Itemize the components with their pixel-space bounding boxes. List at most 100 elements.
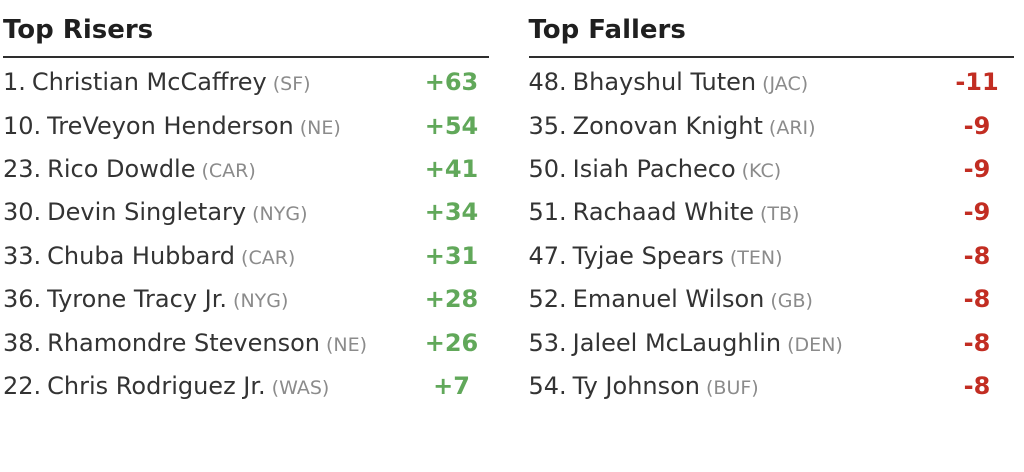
faller-row: 54. Ty Johnson (BUF) -8	[529, 364, 1015, 407]
player-team: (CAR)	[241, 246, 296, 269]
player-rank: 53.	[528, 328, 567, 357]
player-rank: 52.	[528, 285, 567, 314]
rank-change-value: +63	[424, 68, 479, 97]
rank-change-value: -11	[955, 68, 999, 97]
player-team: (BUF)	[706, 376, 759, 399]
riser-row: 22. Chris Rodriguez Jr. (WAS) +7	[3, 364, 489, 407]
player-cell: 30. Devin Singletary (NYG)	[3, 198, 415, 226]
player-team: (JAC)	[762, 73, 809, 96]
player-cell: 1. Christian McCaffrey (SF)	[3, 68, 415, 96]
player-rank: 22.	[3, 371, 42, 400]
player-team: (TB)	[760, 203, 800, 226]
player-team: (NE)	[326, 333, 368, 356]
player-rank: 10.	[3, 111, 42, 140]
player-name: Zonovan Knight	[572, 111, 763, 140]
faller-row: 48. Bhayshul Tuten (JAC) -11	[529, 61, 1015, 104]
player-cell: 48. Bhayshul Tuten (JAC)	[529, 68, 941, 96]
faller-row: 50. Isiah Pacheco (KC) -9	[529, 147, 1015, 190]
player-name: Chris Rodriguez Jr.	[47, 371, 266, 400]
rank-change-value: -8	[963, 371, 991, 400]
player-rank: 30.	[3, 198, 42, 227]
player-team: (SF)	[272, 73, 311, 96]
rank-change-value: +31	[424, 241, 479, 270]
rank-change-value: -9	[963, 198, 991, 227]
player-rank: 35.	[528, 111, 567, 140]
rank-change-value: -8	[963, 285, 991, 314]
rank-change-value: -9	[963, 154, 991, 183]
player-name: Jaleel McLaughlin	[572, 328, 782, 357]
player-rank: 36.	[3, 285, 42, 314]
riser-row: 30. Devin Singletary (NYG) +34	[3, 191, 489, 234]
player-team: (TEN)	[729, 246, 783, 269]
player-name: Bhayshul Tuten	[572, 68, 757, 97]
rank-change-value: +28	[424, 285, 479, 314]
rank-change-value: -8	[963, 328, 991, 357]
player-cell: 50. Isiah Pacheco (KC)	[529, 155, 941, 183]
player-name: Tyrone Tracy Jr.	[47, 285, 228, 314]
player-rank: 48.	[528, 68, 567, 97]
riser-row: 1. Christian McCaffrey (SF) +63	[3, 61, 489, 104]
player-cell: 33. Chuba Hubbard (CAR)	[3, 242, 415, 270]
player-cell: 51. Rachaad White (TB)	[529, 198, 941, 226]
player-name: Rhamondre Stevenson	[47, 328, 320, 357]
rank-change-value: -9	[963, 111, 991, 140]
player-cell: 22. Chris Rodriguez Jr. (WAS)	[3, 372, 415, 400]
player-team: (NE)	[299, 116, 341, 139]
rank-change-value: +26	[424, 328, 479, 357]
player-name: Ty Johnson	[572, 371, 701, 400]
player-rank: 51.	[528, 198, 567, 227]
player-name: TreVeyon Henderson	[47, 111, 294, 140]
player-name: Chuba Hubbard	[47, 241, 236, 270]
player-name: Emanuel Wilson	[572, 285, 765, 314]
player-name: Rico Dowdle	[47, 154, 196, 183]
top-fallers-list: 48. Bhayshul Tuten (JAC) -11 35. Zonovan Kn…	[529, 58, 1015, 408]
faller-row: 53. Jaleel McLaughlin (DEN) -8	[529, 321, 1015, 364]
player-cell: 47. Tyjae Spears (TEN)	[529, 242, 941, 270]
rank-movement-panel: Top Risers 1. Christian McCaffrey (SF) +63…	[3, 14, 1015, 408]
player-name: Christian McCaffrey	[31, 68, 267, 97]
player-name: Devin Singletary	[47, 198, 247, 227]
player-rank: 33.	[3, 241, 42, 270]
top-fallers-title: Top Fallers	[528, 14, 1014, 58]
faller-row: 35. Zonovan Knight (ARI) -9	[529, 104, 1015, 147]
faller-row: 52. Emanuel Wilson (GB) -8	[529, 277, 1015, 320]
rank-change-value: +41	[424, 154, 479, 183]
player-cell: 23. Rico Dowdle (CAR)	[3, 155, 415, 183]
riser-row: 33. Chuba Hubbard (CAR) +31	[3, 234, 489, 277]
player-cell: 36. Tyrone Tracy Jr. (NYG)	[3, 285, 415, 313]
rank-change-value: +34	[424, 198, 479, 227]
player-cell: 53. Jaleel McLaughlin (DEN)	[529, 329, 941, 357]
player-rank: 50.	[528, 154, 567, 183]
top-risers-list: 1. Christian McCaffrey (SF) +63 10. TreVeyo…	[3, 58, 489, 408]
player-team: (GB)	[770, 290, 813, 313]
riser-row: 10. TreVeyon Henderson (NE) +54	[3, 104, 489, 147]
player-name: Rachaad White	[572, 198, 754, 227]
player-rank: 38.	[3, 328, 42, 357]
player-cell: 54. Ty Johnson (BUF)	[529, 372, 941, 400]
player-cell: 38. Rhamondre Stevenson (NE)	[3, 329, 415, 357]
top-risers-title: Top Risers	[3, 14, 489, 58]
player-name: Isiah Pacheco	[572, 154, 736, 183]
player-rank: 47.	[528, 241, 567, 270]
player-rank: 1.	[3, 68, 26, 97]
rank-change-value: +54	[424, 111, 479, 140]
player-cell: 52. Emanuel Wilson (GB)	[529, 285, 941, 313]
player-team: (ARI)	[768, 116, 816, 139]
player-team: (KC)	[741, 159, 782, 182]
player-team: (NYG)	[233, 290, 289, 313]
faller-row: 47. Tyjae Spears (TEN) -8	[529, 234, 1015, 277]
player-rank: 23.	[3, 154, 42, 183]
top-fallers-section: Top Fallers 48. Bhayshul Tuten (JAC) -11 3…	[528, 14, 1015, 408]
player-team: (NYG)	[252, 203, 308, 226]
riser-row: 36. Tyrone Tracy Jr. (NYG) +28	[3, 277, 489, 320]
riser-row: 38. Rhamondre Stevenson (NE) +26	[3, 321, 489, 364]
player-team: (WAS)	[271, 376, 330, 399]
player-team: (CAR)	[201, 159, 256, 182]
riser-row: 23. Rico Dowdle (CAR) +41	[3, 147, 489, 190]
top-risers-section: Top Risers 1. Christian McCaffrey (SF) +63…	[3, 14, 489, 408]
player-team: (DEN)	[787, 333, 843, 356]
player-cell: 10. TreVeyon Henderson (NE)	[3, 112, 415, 140]
player-cell: 35. Zonovan Knight (ARI)	[529, 112, 941, 140]
faller-row: 51. Rachaad White (TB) -9	[529, 191, 1015, 234]
rank-change-value: -8	[963, 241, 991, 270]
